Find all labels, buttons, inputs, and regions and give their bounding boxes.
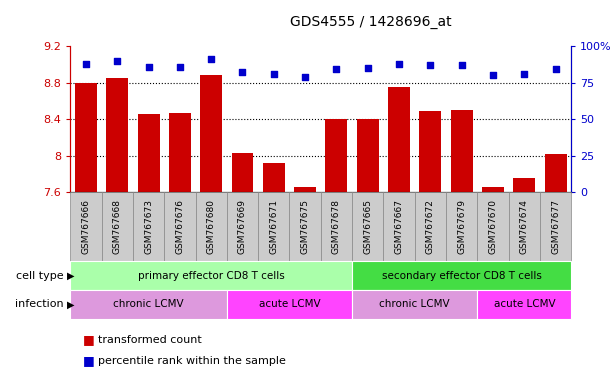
Point bbox=[332, 66, 342, 73]
Bar bbox=[326, 119, 348, 192]
Text: acute LCMV: acute LCMV bbox=[258, 299, 320, 310]
Text: chronic LCMV: chronic LCMV bbox=[113, 299, 184, 310]
Text: GSM767672: GSM767672 bbox=[426, 199, 435, 254]
Text: GSM767670: GSM767670 bbox=[489, 199, 497, 254]
Text: infection: infection bbox=[15, 299, 67, 310]
Text: GSM767677: GSM767677 bbox=[551, 199, 560, 254]
Text: GSM767666: GSM767666 bbox=[81, 199, 90, 254]
Text: ■: ■ bbox=[82, 354, 94, 367]
Text: GSM767679: GSM767679 bbox=[457, 199, 466, 254]
Point bbox=[425, 62, 435, 68]
Text: GSM767668: GSM767668 bbox=[113, 199, 122, 254]
Bar bbox=[544, 154, 566, 192]
Text: GSM767667: GSM767667 bbox=[395, 199, 403, 254]
Point bbox=[363, 65, 373, 71]
Text: cell type: cell type bbox=[16, 270, 67, 281]
Text: GSM767680: GSM767680 bbox=[207, 199, 216, 254]
Bar bbox=[451, 110, 473, 192]
Bar bbox=[106, 78, 128, 192]
Bar bbox=[263, 163, 285, 192]
Text: GSM767673: GSM767673 bbox=[144, 199, 153, 254]
Point bbox=[238, 69, 247, 75]
Text: ▶: ▶ bbox=[67, 299, 75, 310]
Point bbox=[394, 61, 404, 67]
Text: GSM767675: GSM767675 bbox=[301, 199, 310, 254]
Text: GSM767671: GSM767671 bbox=[269, 199, 278, 254]
Bar bbox=[419, 111, 441, 192]
Point bbox=[175, 63, 185, 70]
Point bbox=[81, 61, 91, 67]
Text: GSM767665: GSM767665 bbox=[364, 199, 372, 254]
Bar bbox=[388, 87, 410, 192]
Text: GSM767678: GSM767678 bbox=[332, 199, 341, 254]
Text: percentile rank within the sample: percentile rank within the sample bbox=[98, 356, 285, 366]
Point bbox=[207, 56, 216, 62]
Text: transformed count: transformed count bbox=[98, 335, 202, 345]
Point bbox=[551, 66, 560, 73]
Text: chronic LCMV: chronic LCMV bbox=[379, 299, 450, 310]
Text: GSM767669: GSM767669 bbox=[238, 199, 247, 254]
Point bbox=[269, 71, 279, 77]
Bar bbox=[137, 114, 159, 192]
Bar bbox=[513, 178, 535, 192]
Text: secondary effector CD8 T cells: secondary effector CD8 T cells bbox=[382, 270, 541, 281]
Bar bbox=[200, 75, 222, 192]
Bar bbox=[232, 153, 254, 192]
Point bbox=[519, 71, 529, 77]
Text: ■: ■ bbox=[82, 333, 94, 346]
Bar bbox=[169, 113, 191, 192]
Point bbox=[144, 63, 153, 70]
Point bbox=[457, 62, 467, 68]
Text: GSM767676: GSM767676 bbox=[175, 199, 185, 254]
Bar bbox=[357, 119, 379, 192]
Point bbox=[300, 74, 310, 80]
Bar bbox=[482, 187, 504, 192]
Point bbox=[488, 72, 498, 78]
Text: GSM767674: GSM767674 bbox=[520, 199, 529, 254]
Point bbox=[112, 58, 122, 64]
Bar bbox=[75, 83, 97, 192]
Text: GDS4555 / 1428696_at: GDS4555 / 1428696_at bbox=[290, 15, 452, 29]
Text: primary effector CD8 T cells: primary effector CD8 T cells bbox=[138, 270, 285, 281]
Text: acute LCMV: acute LCMV bbox=[494, 299, 555, 310]
Text: ▶: ▶ bbox=[67, 270, 75, 281]
Bar bbox=[294, 187, 316, 192]
